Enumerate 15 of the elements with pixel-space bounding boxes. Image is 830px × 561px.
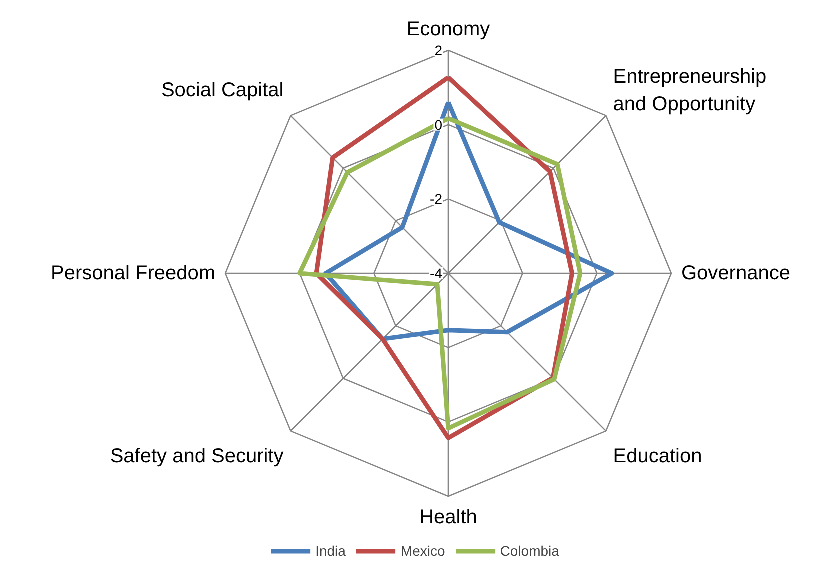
spoke-label: Economy <box>406 18 490 40</box>
spoke-label: Entrepreneurship and Opportunity <box>613 66 767 116</box>
spoke-label: Governance <box>682 262 790 284</box>
spoke-label: Personal Freedom <box>50 262 216 284</box>
y-tick-label: -2 <box>430 191 443 208</box>
legend-label: India <box>316 543 346 559</box>
spoke-label: Education <box>613 445 702 468</box>
y-tick-label: 2 <box>434 42 443 58</box>
y-tick-label: -4 <box>430 266 443 282</box>
spoke-label: Social Capital <box>161 80 284 102</box>
spoke-label: Safety and Security <box>110 445 284 468</box>
legend-label: Colombia <box>500 543 560 559</box>
legend-label: Mexico <box>400 543 446 559</box>
y-tick-label: 0 <box>434 116 443 133</box>
spoke-label: Health <box>420 506 478 528</box>
